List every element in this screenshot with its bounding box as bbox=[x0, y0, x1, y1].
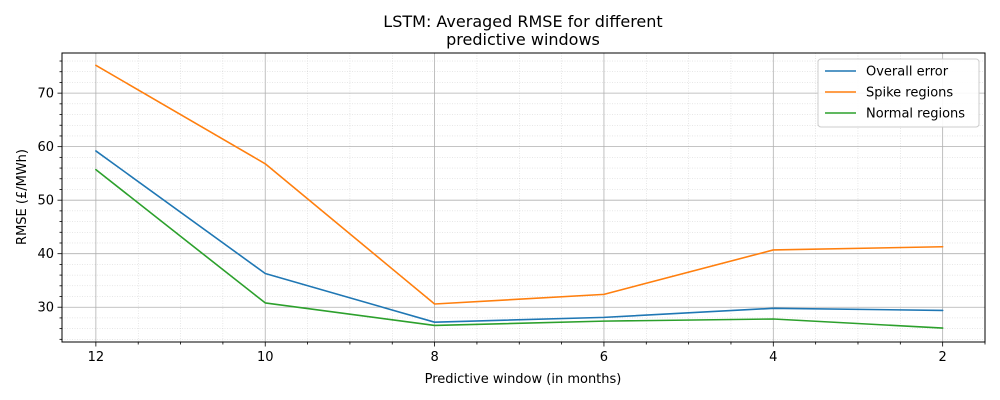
chart-title-line-2: predictive windows bbox=[446, 30, 600, 49]
x-tick-label: 4 bbox=[769, 350, 777, 365]
y-tick-label: 30 bbox=[37, 301, 54, 316]
legend-box bbox=[817, 58, 980, 128]
legend-label-spike-regions: Spike regions bbox=[866, 86, 953, 101]
plot-frame bbox=[61, 52, 986, 343]
x-tick-label: 12 bbox=[88, 350, 105, 365]
series-line-spike-regions bbox=[95, 64, 944, 305]
y-tick-label: 40 bbox=[37, 247, 54, 262]
series-line-normal-regions bbox=[95, 168, 944, 329]
chart-title-line-1: LSTM: Averaged RMSE for different bbox=[383, 12, 662, 31]
x-axis: 12 10 8 6 4 2 bbox=[88, 342, 986, 365]
y-axis-label: RMSE (£/MWh) bbox=[15, 149, 30, 245]
series-lines bbox=[95, 64, 944, 329]
y-tick-label: 50 bbox=[37, 194, 54, 209]
y-tick-label: 60 bbox=[37, 140, 54, 155]
x-tick-label: 10 bbox=[257, 350, 274, 365]
y-tick-label: 70 bbox=[37, 87, 54, 102]
x-axis-label: Predictive window (in months) bbox=[425, 372, 622, 387]
legend: Overall error Spike regions Normal regions bbox=[817, 58, 980, 128]
legend-label-normal-regions: Normal regions bbox=[866, 107, 965, 122]
legend-label-overall-error: Overall error bbox=[866, 65, 949, 80]
x-tick-label: 6 bbox=[600, 350, 608, 365]
y-axis: 30 40 50 60 70 bbox=[37, 60, 62, 340]
x-tick-label: 2 bbox=[939, 350, 947, 365]
series-line-overall-error bbox=[95, 150, 944, 324]
x-tick-label: 8 bbox=[430, 350, 438, 365]
